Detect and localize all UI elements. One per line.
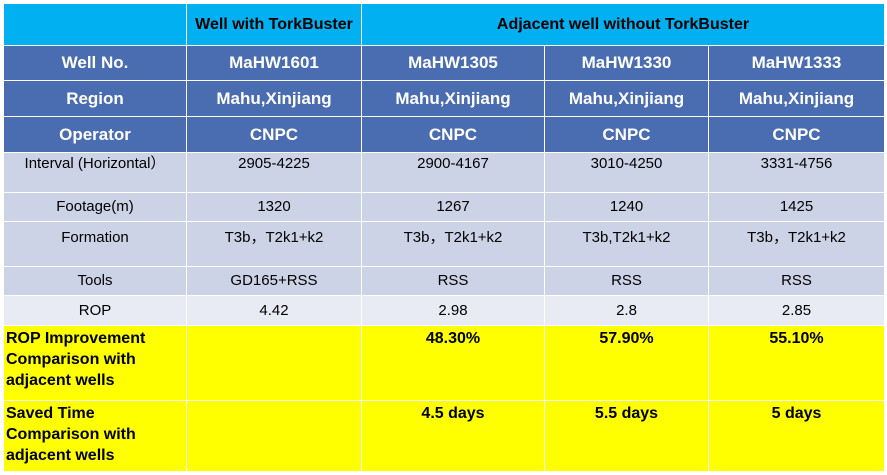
header-with-torkbuster: Well with TorkBuster xyxy=(186,3,362,46)
table-cell: 1320 xyxy=(186,192,362,222)
header-empty-cell xyxy=(3,3,187,46)
row-label-saved-time: Saved Time Comparison with adjacent well… xyxy=(3,400,187,472)
table-cell: 1267 xyxy=(361,192,545,222)
table-cell: Mahu,Xinjiang xyxy=(186,80,362,117)
table-cell: T3b，T2k1+k2 xyxy=(708,221,885,267)
table-cell: MaHW1305 xyxy=(361,45,545,81)
table-cell: CNPC xyxy=(708,116,885,153)
header-row: Well with TorkBuster Adjacent well witho… xyxy=(3,3,885,46)
row-label-interval: Interval (Horizontal） xyxy=(3,152,187,193)
table-cell: Mahu,Xinjiang xyxy=(708,80,885,117)
table-row: ROP 4.42 2.98 2.8 2.85 xyxy=(3,295,885,326)
table-cell: T3b,T2k1+k2 xyxy=(544,221,709,267)
table-cell: Mahu,Xinjiang xyxy=(361,80,545,117)
table-cell: 2.85 xyxy=(708,295,885,326)
table-cell: CNPC xyxy=(186,116,362,153)
table-cell: 55.10% xyxy=(708,325,885,401)
table-cell: 3010-4250 xyxy=(544,152,709,193)
table-row: Interval (Horizontal） 2905-4225 2900-416… xyxy=(3,152,885,193)
table-cell: 5 days xyxy=(708,400,885,472)
header-without-torkbuster: Adjacent well without TorkBuster xyxy=(361,3,885,46)
table-row: Saved Time Comparison with adjacent well… xyxy=(3,400,885,472)
table-cell: 3331-4756 xyxy=(708,152,885,193)
well-comparison-table: Well with TorkBuster Adjacent well witho… xyxy=(3,3,885,472)
row-label-tools: Tools xyxy=(3,266,187,296)
table-cell: 2.98 xyxy=(361,295,545,326)
table-cell: 2900-4167 xyxy=(361,152,545,193)
table-cell: 2905-4225 xyxy=(186,152,362,193)
row-label-rop: ROP xyxy=(3,295,187,326)
table-row: Footage(m) 1320 1267 1240 1425 xyxy=(3,192,885,222)
table-cell: 1425 xyxy=(708,192,885,222)
table-row: Operator CNPC CNPC CNPC CNPC xyxy=(3,116,885,153)
row-label-formation: Formation xyxy=(3,221,187,267)
table-cell: CNPC xyxy=(361,116,545,153)
table-cell: 4.5 days xyxy=(361,400,545,472)
table-cell: 2.8 xyxy=(544,295,709,326)
row-label-footage: Footage(m) xyxy=(3,192,187,222)
row-label-operator: Operator xyxy=(3,116,187,153)
table-cell: T3b，T2k1+k2 xyxy=(186,221,362,267)
table-cell: T3b，T2k1+k2 xyxy=(361,221,545,267)
row-label-rop-improvement: ROP Improvement Comparison with adjacent… xyxy=(3,325,187,401)
table-cell: MaHW1333 xyxy=(708,45,885,81)
table-cell xyxy=(186,325,362,401)
table-cell: MaHW1330 xyxy=(544,45,709,81)
table-row: Region Mahu,Xinjiang Mahu,Xinjiang Mahu,… xyxy=(3,80,885,117)
table-cell: 1240 xyxy=(544,192,709,222)
table-cell: 4.42 xyxy=(186,295,362,326)
table-cell: RSS xyxy=(544,266,709,296)
table-cell: GD165+RSS xyxy=(186,266,362,296)
row-label-region: Region xyxy=(3,80,187,117)
row-label-well-no: Well No. xyxy=(3,45,187,81)
table-cell: MaHW1601 xyxy=(186,45,362,81)
table-cell: 48.30% xyxy=(361,325,545,401)
table-cell: RSS xyxy=(361,266,545,296)
table-cell xyxy=(186,400,362,472)
table-cell: 57.90% xyxy=(544,325,709,401)
table-row: ROP Improvement Comparison with adjacent… xyxy=(3,325,885,401)
table-cell: Mahu,Xinjiang xyxy=(544,80,709,117)
table-row: Formation T3b，T2k1+k2 T3b，T2k1+k2 T3b,T2… xyxy=(3,221,885,267)
table-row: Well No. MaHW1601 MaHW1305 MaHW1330 MaHW… xyxy=(3,45,885,81)
table-cell: RSS xyxy=(708,266,885,296)
table-row: Tools GD165+RSS RSS RSS RSS xyxy=(3,266,885,296)
table-cell: 5.5 days xyxy=(544,400,709,472)
table-cell: CNPC xyxy=(544,116,709,153)
